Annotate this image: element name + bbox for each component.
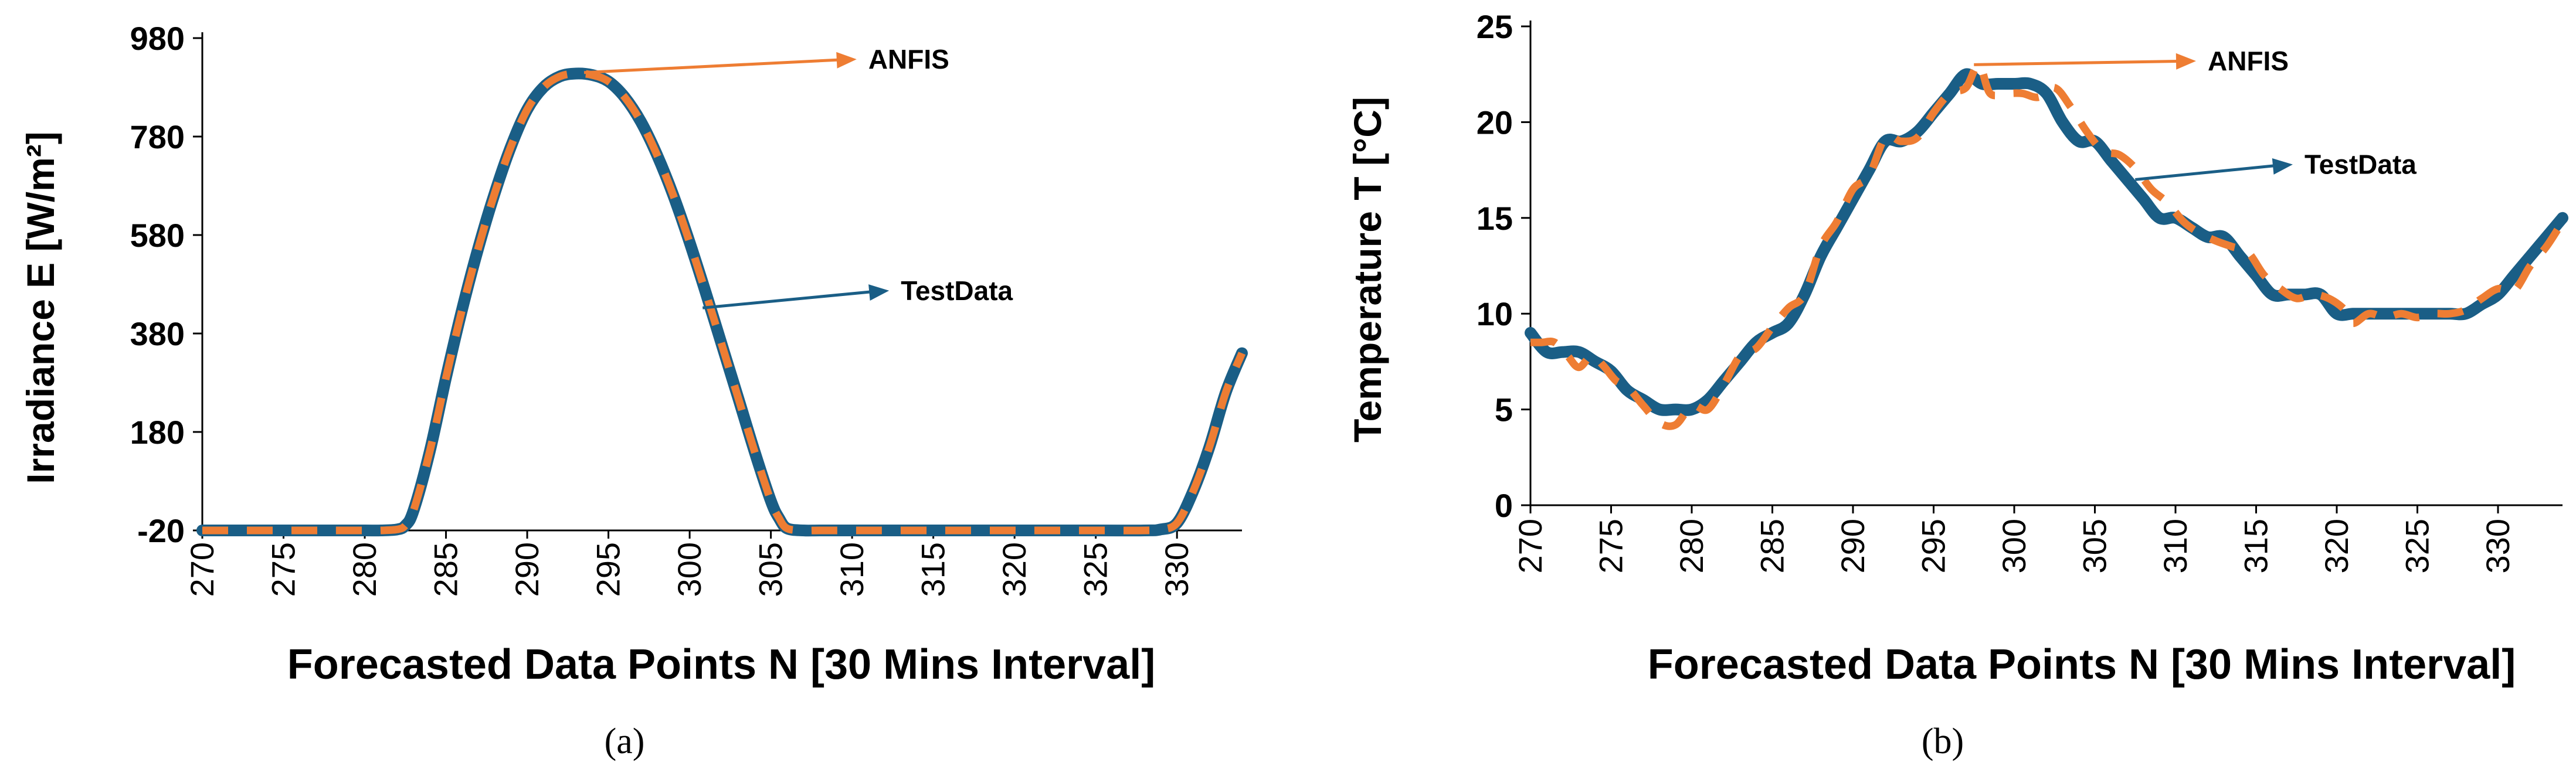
y-tick-label: 5: [1495, 392, 1513, 428]
x-tick-label: 285: [1754, 519, 1791, 573]
x-axis-label: Forecasted Data Points N [30 Mins Interv…: [1648, 641, 2516, 688]
axes: [1521, 21, 2563, 513]
x-tick-label: 330: [2479, 519, 2516, 573]
y-tick-label: 980: [130, 20, 185, 57]
panel-label-b: (b): [1922, 721, 1964, 761]
x-tick-label: 310: [2157, 519, 2194, 573]
annotation-arrow-line: [2135, 163, 2287, 181]
y-tick-label: 0: [1495, 487, 1513, 524]
x-tick-label: 315: [2238, 519, 2275, 573]
annotation-arrowhead: [2272, 158, 2293, 175]
plot-lines: [196, 67, 1248, 537]
chart-temperature: 0 5 10 15 20 25 270 275 280 285 290 295 300 305 310 31…: [1346, 8, 2568, 761]
annotation-label-anfis: ANFIS: [868, 44, 949, 74]
annotation-arrow-line: [1974, 59, 2191, 66]
x-tick-labels: 270 275 280 285 290 295 300 305 310 315 320 325 330: [184, 542, 1195, 597]
x-tick-label: 285: [427, 542, 464, 597]
x-tick-label: 275: [1593, 519, 1630, 573]
y-tick-label: 780: [130, 118, 185, 155]
annotation-label-anfis: ANFIS: [2208, 46, 2289, 76]
y-tick-label: 580: [130, 217, 185, 254]
annotations: ANFIS TestData: [583, 44, 1013, 309]
x-tick-label: 295: [1915, 519, 1952, 573]
x-tick-label: 305: [752, 542, 789, 597]
series-line-testdata: [196, 67, 1248, 537]
annotation-label-testdata: TestData: [901, 275, 1013, 306]
x-tick-label: 280: [346, 542, 383, 597]
plot-lines: [1525, 60, 2568, 430]
y-tick-label: 15: [1477, 200, 1513, 237]
y-tick-label: 10: [1477, 295, 1513, 332]
x-tick-label: 325: [2399, 519, 2436, 573]
annotation-arrowhead: [2175, 53, 2196, 70]
x-tick-label: 290: [1834, 519, 1871, 573]
y-tick-label: 180: [130, 414, 185, 451]
x-tick-label: 270: [1512, 519, 1549, 573]
x-tick-label: 280: [1673, 519, 1710, 573]
annotation-label-testdata: TestData: [2305, 149, 2417, 180]
x-tick-label: 320: [2318, 519, 2355, 573]
y-axis-label: Temperature T [°C]: [1346, 97, 1389, 443]
chart-irradiance: -20 180 380 580 780 980 270 275 280 285 290 295 300…: [19, 20, 1248, 761]
x-tick-label: 330: [1158, 542, 1195, 597]
x-tick-label: 300: [1995, 519, 2032, 573]
series-line-testdata: [1525, 68, 2568, 416]
y-tick-labels: 0 5 10 15 20 25: [1477, 8, 1513, 524]
x-tick-label: 300: [671, 542, 708, 597]
x-tick-label: 275: [265, 542, 302, 597]
x-axis-label: Forecasted Data Points N [30 Mins Interv…: [287, 641, 1155, 688]
x-tick-label: 310: [833, 542, 870, 597]
x-tick-label: 290: [508, 542, 545, 597]
annotation-arrow-line: [702, 289, 884, 309]
y-tick-labels: -20 180 380 580 780 980: [130, 20, 185, 549]
series-line-anfis: [1530, 60, 2566, 430]
x-tick-label: 295: [590, 542, 627, 597]
annotation-arrowhead: [836, 52, 857, 69]
y-tick-label: 380: [130, 315, 185, 352]
y-tick-label: 20: [1477, 104, 1513, 141]
x-tick-label: 305: [2076, 519, 2113, 573]
x-tick-label: 315: [915, 542, 952, 597]
y-tick-label: 25: [1477, 8, 1513, 45]
annotation-arrowhead: [868, 284, 890, 301]
x-tick-label: 325: [1077, 542, 1114, 597]
annotation-arrow-line: [583, 57, 851, 74]
x-tick-labels: 270 275 280 285 290 295 300 305 310 315 320 325 330: [1512, 519, 2516, 573]
series-line-anfis: [202, 69, 1246, 535]
x-tick-label: 270: [184, 542, 220, 597]
panel-label-a: (a): [605, 721, 645, 761]
annotations: ANFIS TestData: [1974, 46, 2417, 181]
axes: [193, 32, 1242, 539]
x-tick-label: 320: [996, 542, 1033, 597]
y-tick-label: -20: [137, 512, 185, 549]
y-axis-label: Irradiance E [W/m²]: [19, 131, 62, 484]
